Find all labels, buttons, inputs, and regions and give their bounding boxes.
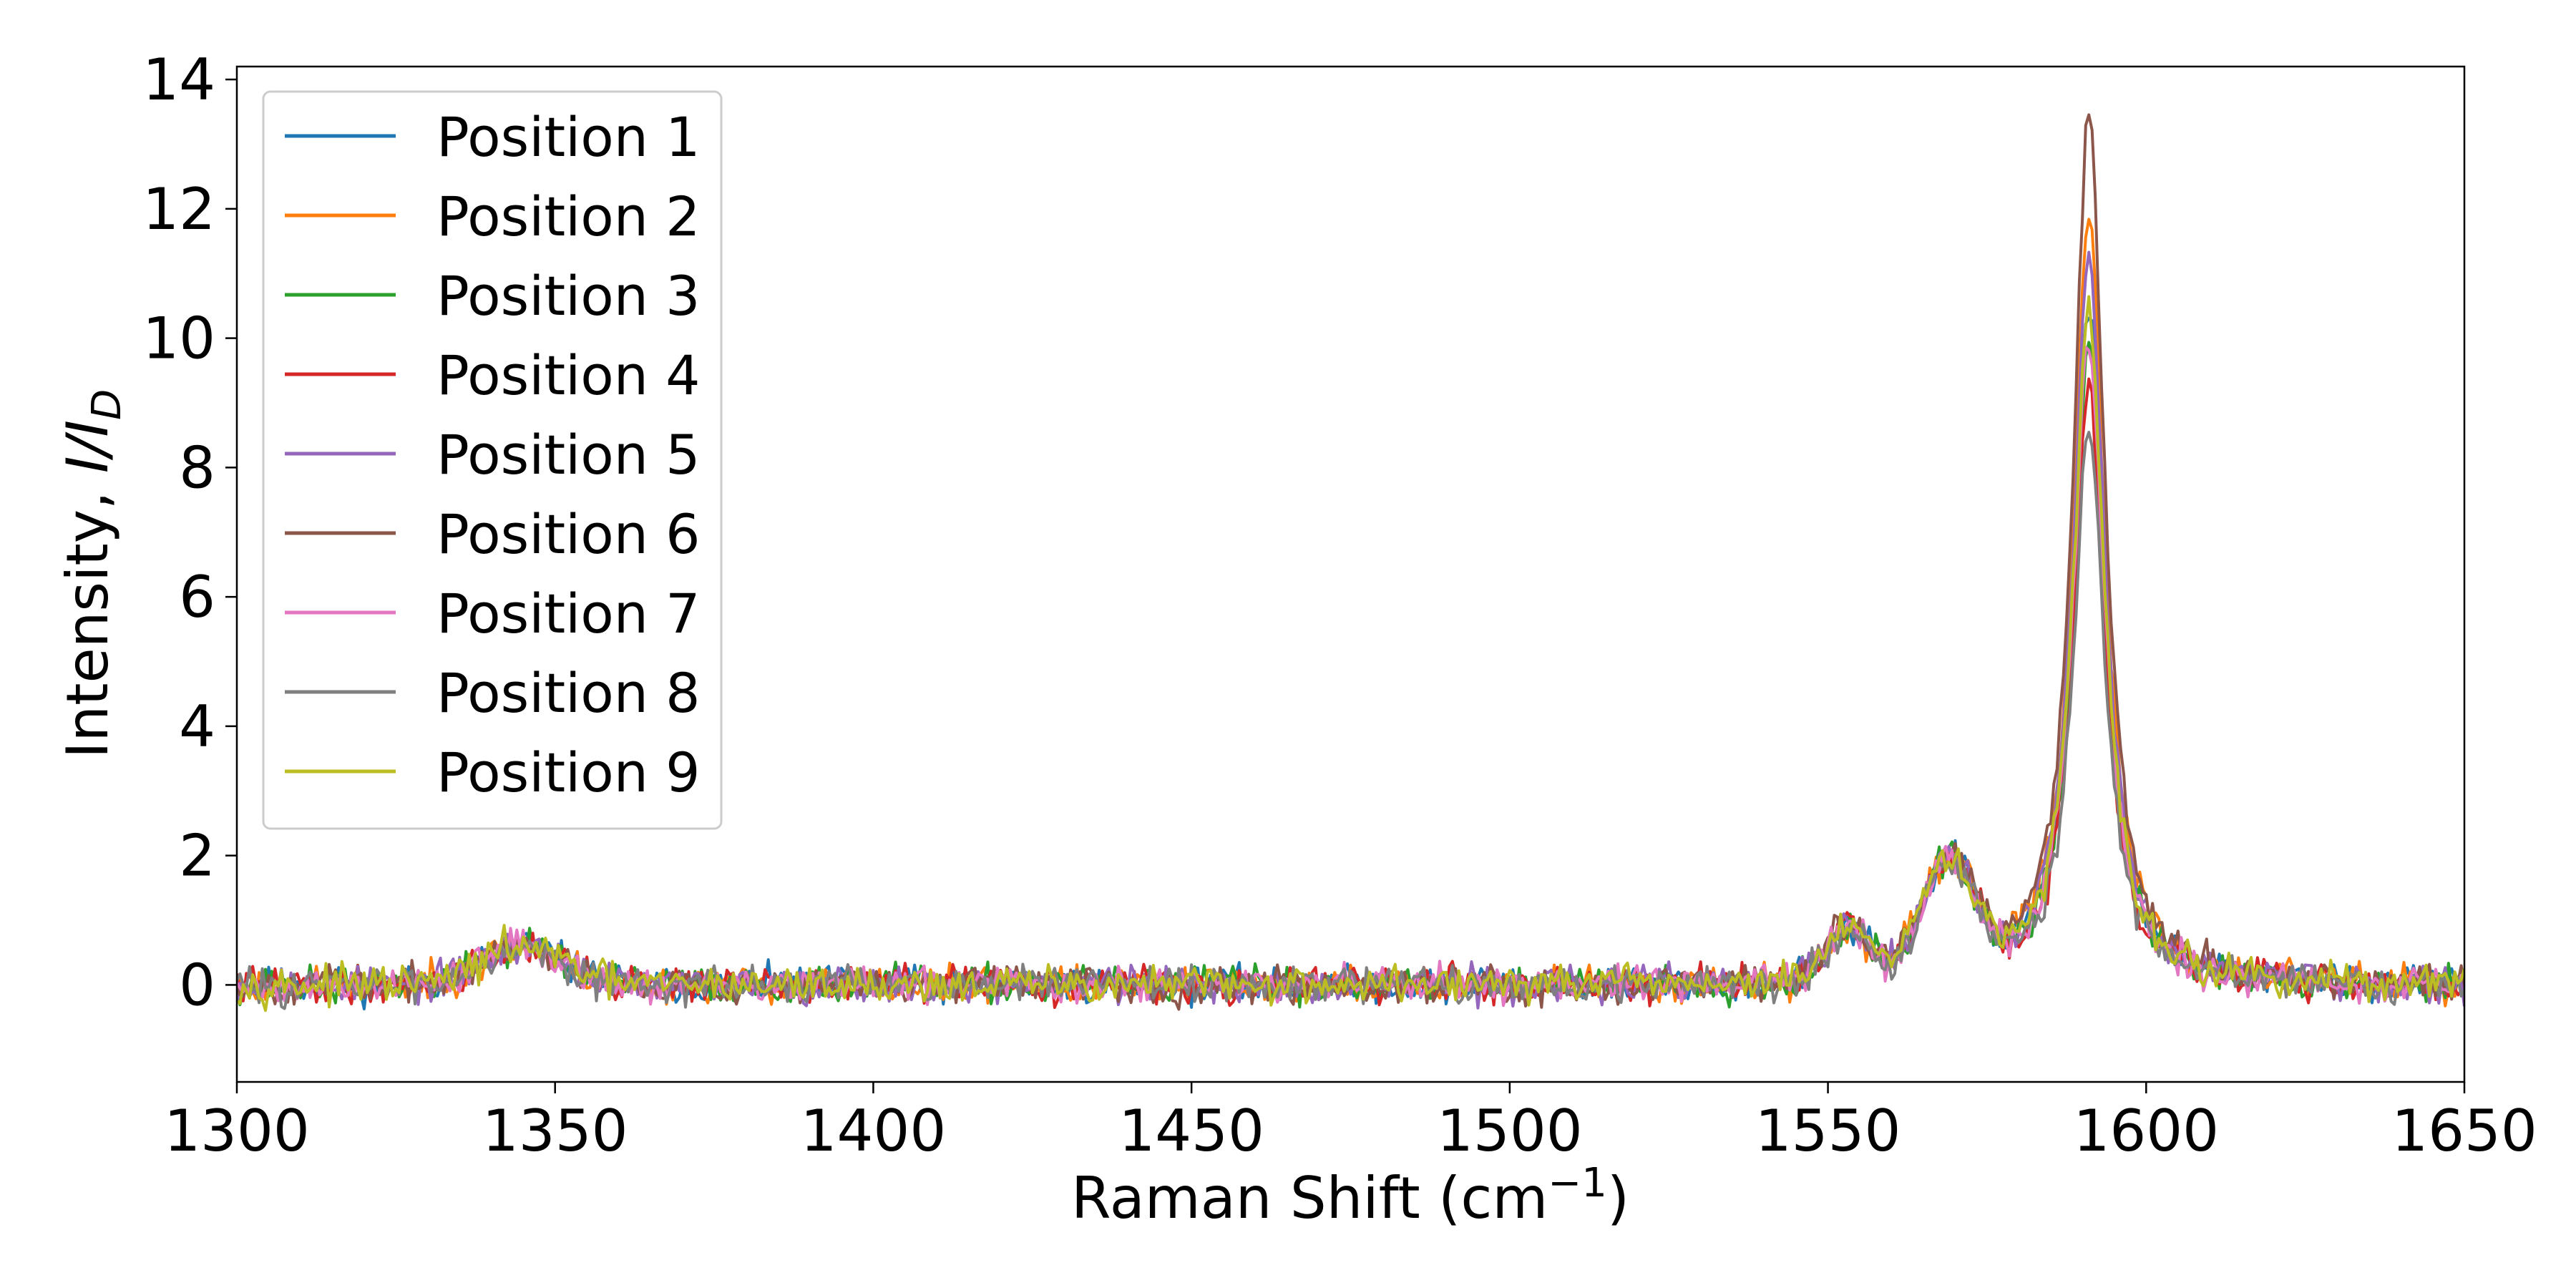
legend-label: Position 1 [436,105,700,169]
legend-label: Position 6 [436,502,700,566]
y-tick-label: 2 [179,823,215,889]
y-tick-label: 0 [179,952,215,1018]
x-tick-label: 1450 [1118,1098,1264,1164]
legend-label: Position 9 [436,741,700,804]
x-tick-label: 1300 [164,1098,310,1164]
legend-label: Position 7 [436,582,700,645]
y-axis: 0 2 4 6 8 10 12 14 [142,47,237,1018]
y-tick-label: 8 [179,434,215,501]
y-tick-label: 12 [142,176,215,243]
series-line-position-9 [237,295,2464,1013]
series-line-position-8 [237,431,2464,1010]
legend-label: Position 8 [436,661,700,725]
y-tick-label: 10 [142,306,215,372]
legend-label: Position 2 [436,185,700,248]
y-axis-label: Intensity, I/ID [54,389,130,758]
y-tick-label: 4 [179,693,215,760]
x-axis-label: Raman Shift (cm−1) [1071,1160,1629,1231]
legend: Position 1 Position 2 Position 3 Position 4… [262,90,723,830]
legend-frame [262,90,723,830]
x-axis: 1300 1350 1400 1450 1500 1550 1600 1650 [164,1082,2537,1164]
y-tick-label: 6 [179,564,215,630]
x-tick-label: 1500 [1437,1098,1583,1164]
series-layer [237,113,2464,1013]
x-tick-label: 1350 [482,1098,628,1164]
x-tick-label: 1650 [2391,1098,2537,1164]
legend-label: Position 3 [436,264,700,328]
y-tick-label: 14 [142,47,215,113]
x-tick-label: 1550 [1755,1098,1901,1164]
x-tick-label: 1400 [801,1098,947,1164]
legend-label: Position 5 [436,423,700,487]
x-tick-label: 1600 [2073,1098,2219,1164]
legend-label: Position 4 [436,343,700,407]
plot-frame [235,65,2466,1083]
